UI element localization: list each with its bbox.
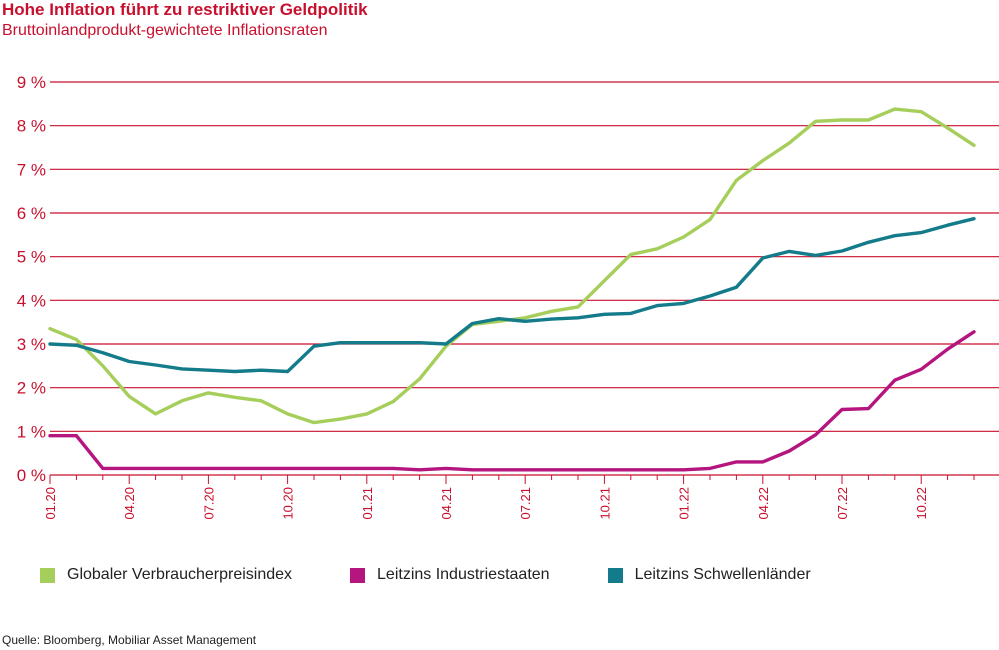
legend-label-cpi: Globaler Verbraucherpreisindex <box>67 566 293 583</box>
y-tick-label: 5 % <box>17 248 46 267</box>
y-tick-label: 0 % <box>17 466 46 485</box>
source-note: Quelle: Bloomberg, Mobiliar Asset Manage… <box>2 633 257 647</box>
chart-legend: Globaler Verbraucherpreisindex Leitzins … <box>40 566 869 584</box>
y-tick-label: 6 % <box>17 204 46 223</box>
x-tick-label: 01.20 <box>43 487 58 520</box>
x-tick-label: 04.22 <box>756 487 771 520</box>
y-tick-label: 7 % <box>17 160 46 179</box>
y-tick-label: 3 % <box>17 335 46 354</box>
series-line-1 <box>48 330 976 472</box>
y-tick-label: 2 % <box>17 379 46 398</box>
chart-subtitle: Bruttoinlandprodukt-gewichtete Inflation… <box>2 22 328 39</box>
legend-label-emerging: Leitzins Schwellenländer <box>634 566 811 583</box>
series-line-0 <box>48 107 976 425</box>
legend-item-emerging: Leitzins Schwellenländer <box>607 566 811 584</box>
chart-title: Hohe Inflation führt zu restriktiver Gel… <box>2 0 368 19</box>
series-line-2 <box>48 216 976 374</box>
x-tick-label: 07.20 <box>201 487 216 520</box>
x-tick-label: 07.21 <box>518 487 533 520</box>
legend-swatch-cpi <box>40 567 55 583</box>
x-tick-label: 04.20 <box>122 487 137 520</box>
y-tick-label: 8 % <box>17 117 46 136</box>
x-tick-label: 10.20 <box>281 487 296 520</box>
y-tick-label: 9 % <box>17 73 46 92</box>
x-tick-label: 04.21 <box>439 487 454 520</box>
y-tick-label: 1 % <box>17 422 46 441</box>
line-chart: 01.20 04.20 07.20 10.20 01.21 04.21 07.21 10.21… <box>17 73 999 520</box>
legend-swatch-emerging <box>607 567 623 583</box>
x-tick-label: 10.21 <box>597 487 612 520</box>
x-tick-label: 10.22 <box>914 487 929 520</box>
x-tick-label: 01.22 <box>677 487 692 520</box>
legend-item-industrial: Leitzins Industriestaaten <box>350 566 550 584</box>
legend-swatch-industrial <box>350 567 366 583</box>
x-tick-label: 07.22 <box>835 487 850 520</box>
legend-label-industrial: Leitzins Industriestaaten <box>377 566 550 583</box>
legend-item-cpi: Globaler Verbraucherpreisindex <box>40 566 292 584</box>
y-tick-label: 4 % <box>17 291 46 310</box>
x-tick-label: 01.21 <box>360 487 375 520</box>
